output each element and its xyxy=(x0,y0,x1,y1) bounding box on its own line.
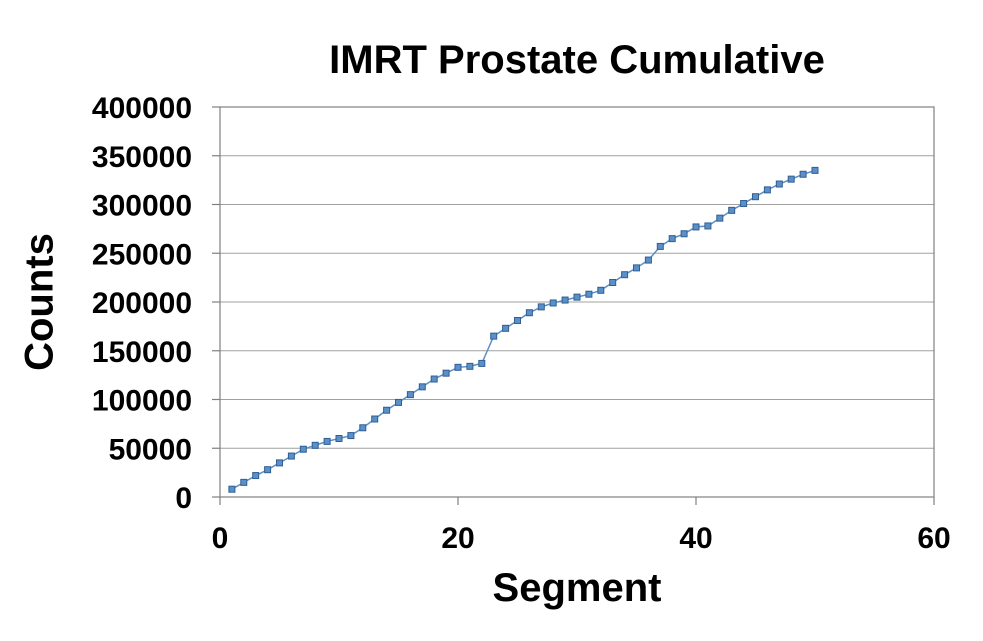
data-point xyxy=(704,222,712,230)
data-point xyxy=(644,256,652,264)
data-point xyxy=(228,485,236,493)
data-point xyxy=(561,296,569,304)
data-point xyxy=(740,200,748,208)
data-point xyxy=(240,478,248,486)
data-point xyxy=(763,186,771,194)
data-point xyxy=(490,332,498,340)
data-point xyxy=(621,271,629,279)
x-axis-label: Segment xyxy=(492,566,662,610)
data-point xyxy=(430,375,438,383)
data-point xyxy=(252,472,260,480)
data-point xyxy=(442,369,450,377)
data-point xyxy=(478,359,486,367)
data-point xyxy=(359,424,367,432)
data-point xyxy=(537,303,545,311)
y-tick-label: 150000 xyxy=(92,336,192,369)
data-point xyxy=(287,452,295,460)
y-tick-label: 50000 xyxy=(109,433,192,466)
chart-title: IMRT Prostate Cumulative xyxy=(329,38,825,82)
data-point xyxy=(668,235,676,243)
data-point xyxy=(633,264,640,272)
data-point xyxy=(799,170,807,178)
data-point xyxy=(775,180,783,188)
x-tick-label: 0 xyxy=(212,522,229,555)
data-point xyxy=(454,363,462,371)
y-tick-label: 300000 xyxy=(92,190,192,223)
data-point xyxy=(752,193,759,201)
data-point xyxy=(656,242,664,250)
data-point xyxy=(323,437,331,445)
data-point xyxy=(311,441,319,449)
data-point xyxy=(418,383,426,391)
data-point xyxy=(383,406,391,414)
y-tick-label: 400000 xyxy=(92,92,192,125)
data-point xyxy=(371,415,379,423)
data-point xyxy=(573,293,581,301)
data-point xyxy=(466,362,474,370)
y-tick-label: 0 xyxy=(175,482,192,515)
data-point xyxy=(502,324,510,332)
data-point xyxy=(395,398,402,406)
x-tick-label: 60 xyxy=(917,522,950,555)
data-point xyxy=(264,466,272,474)
data-point xyxy=(728,206,736,214)
y-tick-label: 350000 xyxy=(92,141,192,174)
data-point xyxy=(406,391,414,399)
y-tick-label: 200000 xyxy=(92,287,192,320)
y-tick-label: 250000 xyxy=(92,238,192,271)
data-point xyxy=(347,432,355,440)
data-point xyxy=(597,286,605,294)
data-point xyxy=(609,279,617,286)
data-point xyxy=(525,309,533,317)
data-point xyxy=(716,214,724,222)
data-point xyxy=(692,223,700,231)
data-point xyxy=(680,230,688,238)
data-point xyxy=(335,435,343,442)
data-point xyxy=(811,166,819,174)
data-point xyxy=(299,445,307,453)
data-point xyxy=(787,175,795,183)
data-point xyxy=(276,459,283,467)
x-tick-label: 40 xyxy=(679,522,712,555)
data-point xyxy=(549,299,557,307)
data-point xyxy=(585,290,593,298)
data-point xyxy=(514,317,521,325)
y-tick-label: 100000 xyxy=(92,385,192,418)
series-line xyxy=(231,169,816,490)
x-tick-label: 20 xyxy=(441,522,474,555)
